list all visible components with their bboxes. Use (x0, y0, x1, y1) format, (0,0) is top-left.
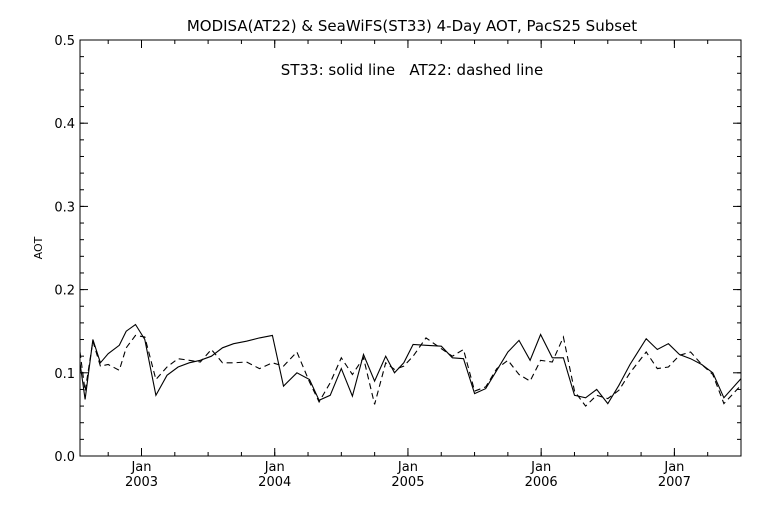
series-line-at22 (79, 334, 742, 407)
y-tick-label: 0.0 (54, 450, 75, 465)
y-tick-label: 0.2 (54, 284, 75, 299)
series-layer (79, 323, 742, 407)
x-tick-year-label: 2004 (258, 475, 291, 490)
x-tick-year-label: 2007 (658, 475, 691, 490)
x-tick-month-label: Jan (530, 460, 551, 475)
x-tick-year-label: 2006 (525, 475, 558, 490)
y-tick-label: 0.4 (54, 117, 75, 132)
y-axis: 0.0 0.1 0.2 0.3 0.4 0.5 (54, 34, 741, 465)
y-tick-label: 0.1 (54, 367, 75, 382)
x-tick-year-label: 2003 (125, 475, 158, 490)
x-tick-month-label: Jan (264, 460, 285, 475)
y-tick-label: 0.3 (54, 200, 75, 215)
y-axis-label: AOT (32, 236, 45, 259)
x-tick-year-label: 2005 (391, 475, 424, 490)
y-tick-label: 0.5 (54, 34, 75, 49)
x-tick-month-label: Jan (130, 460, 151, 475)
plot-frame (79, 39, 742, 457)
series-line-st33 (79, 323, 742, 405)
x-tick-month-label: Jan (397, 460, 418, 475)
x-tick-month-label: Jan (663, 460, 684, 475)
line-style-annotation: ST33: solid line AT22: dashed line (281, 61, 543, 79)
chart-title: MODISA(AT22) & SeaWiFS(ST33) 4-Day AOT, … (187, 17, 637, 35)
